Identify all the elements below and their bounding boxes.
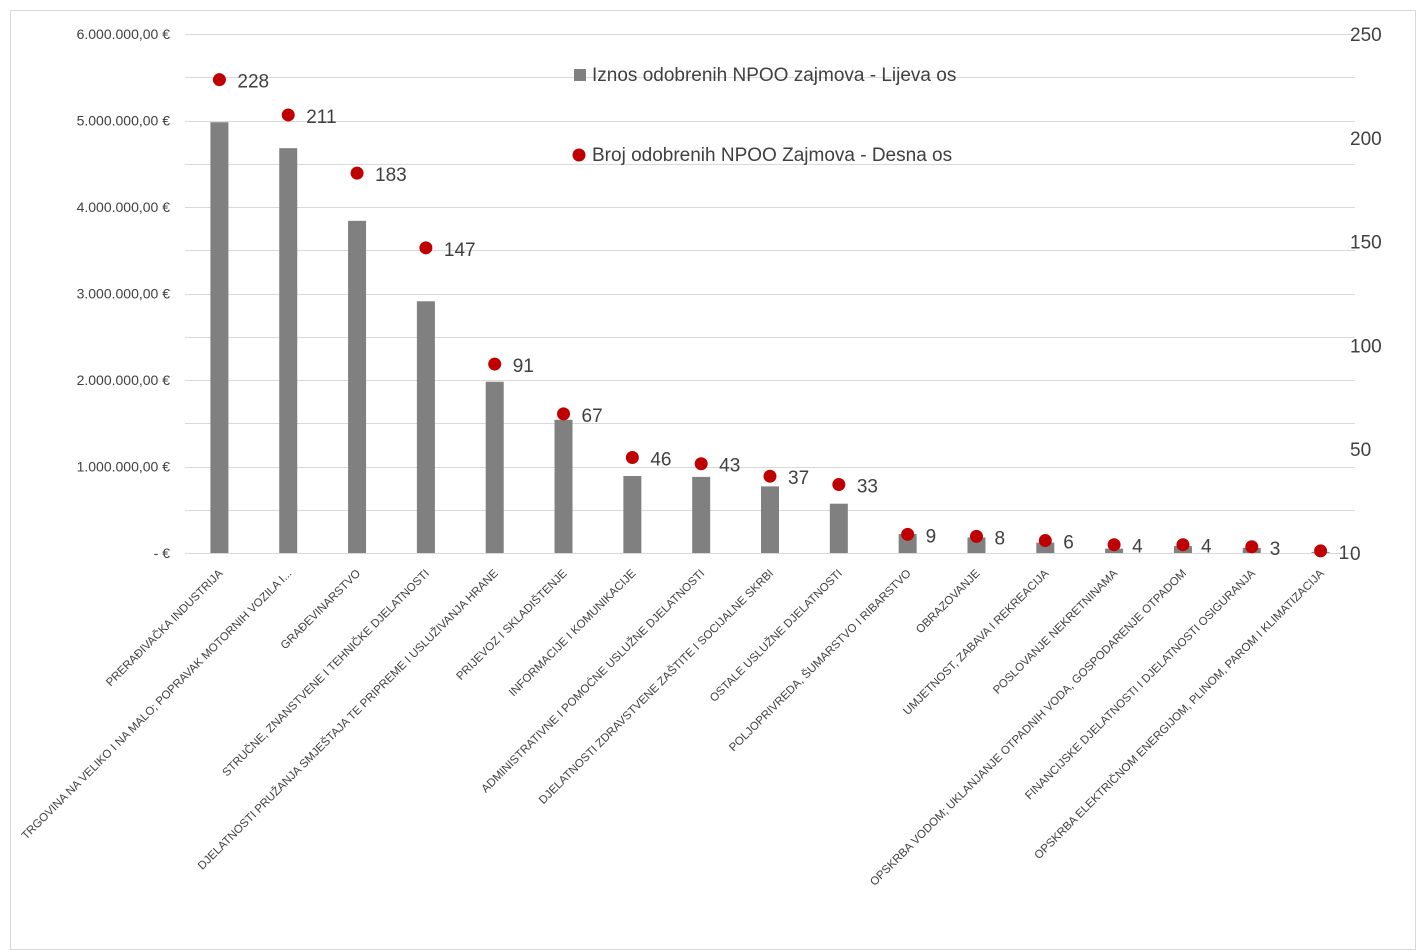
- data-label: 4: [1201, 537, 1212, 558]
- bar: [692, 476, 711, 553]
- scatter-point: [832, 477, 846, 491]
- data-label: 3: [1270, 539, 1281, 560]
- bar: [829, 503, 848, 553]
- data-label: 37: [788, 468, 809, 489]
- left-axis-tick-label: 3.000.000,00 €: [77, 286, 171, 302]
- bar-series: [210, 122, 1330, 553]
- data-label: 211: [306, 107, 336, 128]
- data-label: 228: [237, 72, 269, 93]
- data-label: 46: [650, 450, 671, 471]
- right-axis: 0 50 100 150 200 250: [1350, 25, 1382, 565]
- bar: [623, 476, 642, 553]
- left-axis-tick-label: 2.000.000,00 €: [77, 372, 171, 388]
- left-axis-tick-label: 5.000.000,00 €: [77, 113, 171, 129]
- bar: [485, 381, 504, 553]
- right-axis-tick-label: 200: [1350, 129, 1382, 150]
- chart-border: [10, 10, 1416, 950]
- scatter-point: [1176, 538, 1190, 552]
- scatter-point: [625, 451, 639, 465]
- bar: [967, 537, 986, 553]
- bar: [416, 301, 435, 553]
- bar: [554, 419, 573, 553]
- data-label: 6: [1063, 533, 1074, 554]
- scatter-point: [281, 108, 295, 122]
- scatter-point: [350, 166, 364, 180]
- legend-dot-swatch: [572, 148, 586, 162]
- legend-dot-label: Broj odobrenih NPOO Zajmova - Desna os: [592, 145, 952, 166]
- data-label: 183: [375, 165, 407, 186]
- scatter-point: [969, 529, 983, 543]
- scatter-point: [419, 241, 433, 255]
- right-axis-tick-label: 250: [1350, 25, 1382, 46]
- data-label: 9: [926, 526, 937, 547]
- bar: [761, 486, 779, 553]
- bar: [279, 148, 298, 553]
- legend: Iznos odobrenih NPOO zajmova - Lijeva os…: [572, 65, 956, 166]
- scatter-point: [694, 457, 708, 471]
- data-label: 1: [1339, 543, 1350, 564]
- scatter-point: [1107, 538, 1121, 552]
- data-label: 43: [719, 456, 740, 477]
- left-axis-tick-label: 1.000.000,00 €: [77, 459, 171, 475]
- scatter-point: [1314, 544, 1328, 558]
- bar: [348, 220, 367, 553]
- data-label: 91: [513, 356, 534, 377]
- left-axis-tick-label: 6.000.000,00 €: [77, 26, 171, 42]
- right-axis-tick-label: 0: [1350, 544, 1361, 565]
- scatter-point: [901, 527, 915, 541]
- data-label: 4: [1132, 537, 1143, 558]
- data-label: 8: [994, 528, 1005, 549]
- scatter-point: [557, 407, 571, 421]
- scatter-point: [212, 73, 226, 87]
- scatter-point: [1245, 540, 1259, 554]
- right-axis-tick-label: 50: [1350, 440, 1371, 461]
- scatter-point: [488, 357, 502, 371]
- legend-bar-label: Iznos odobrenih NPOO zajmova - Lijeva os: [592, 65, 956, 86]
- right-axis-tick-label: 150: [1350, 233, 1382, 254]
- bar: [210, 122, 229, 553]
- gridlines: [185, 34, 1355, 554]
- data-label: 147: [444, 240, 476, 261]
- right-axis-tick-label: 100: [1350, 336, 1382, 357]
- data-label: 67: [582, 406, 603, 427]
- legend-bar-swatch: [574, 69, 586, 81]
- left-axis: - € 1.000.000,00 € 2.000.000,00 € 3.000.000…: [77, 26, 171, 561]
- left-axis-tick-label: - €: [154, 545, 171, 561]
- bar: [1036, 542, 1055, 553]
- scatter-point: [763, 469, 777, 483]
- data-label: 33: [857, 476, 878, 497]
- scatter-point: [1038, 534, 1052, 548]
- left-axis-tick-label: 4.000.000,00 €: [77, 199, 171, 215]
